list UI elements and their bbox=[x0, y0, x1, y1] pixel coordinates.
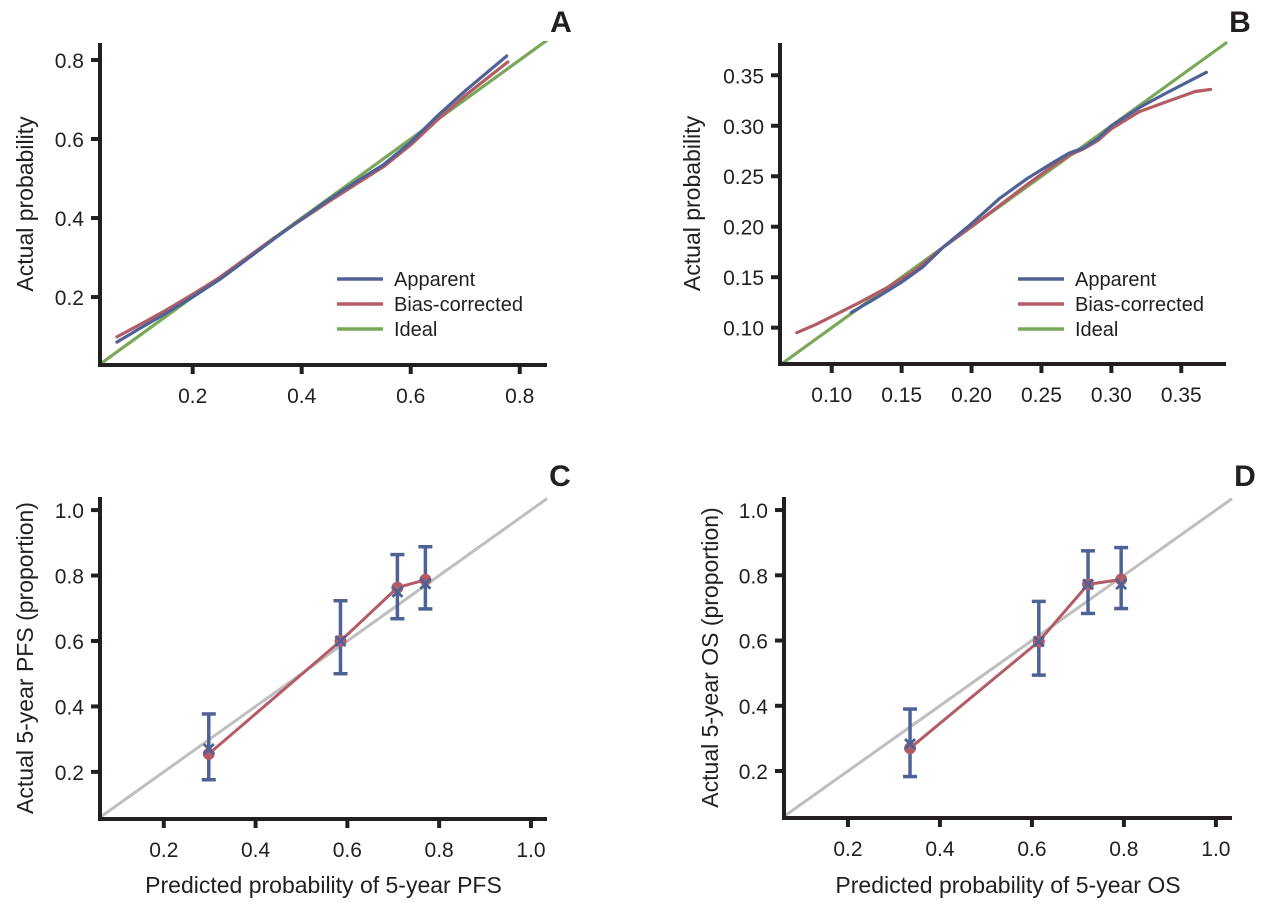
observed-point bbox=[419, 577, 432, 590]
x-tick-label: 1.0 bbox=[1201, 838, 1230, 861]
observed-x-stroke bbox=[334, 634, 347, 647]
y-axis-title: Actual 5-year PFS (proportion) bbox=[12, 502, 38, 814]
reference-line bbox=[784, 497, 1233, 818]
x-tick-label: 0.4 bbox=[241, 839, 271, 862]
x-tick-label: 0.6 bbox=[333, 839, 362, 862]
x-tick-label: 0.30 bbox=[1091, 384, 1132, 407]
y-axis-title: Actual 5-year OS (proportion) bbox=[697, 507, 723, 807]
bias-corrected-line bbox=[207, 578, 426, 756]
panel-d: D Predicted probability of 5-year OS 0.2 0.… bbox=[697, 460, 1256, 898]
x-tick-label: 0.10 bbox=[811, 384, 852, 407]
x-tick-label: 0.2 bbox=[178, 385, 207, 408]
plot-area bbox=[100, 497, 548, 819]
y-tick-label: 0.20 bbox=[723, 217, 764, 240]
x-tick-label: 0.2 bbox=[833, 838, 862, 861]
series-line-apparent bbox=[849, 70, 1209, 315]
y-tick-label: 0.4 bbox=[739, 696, 769, 719]
y-tick-label: 0.2 bbox=[55, 762, 84, 785]
x-tick-label: 0.25 bbox=[1021, 384, 1062, 407]
legend: Apparent Bias-corrected Ideal bbox=[1018, 269, 1204, 341]
x-tick-label: 0.2 bbox=[149, 839, 178, 862]
y-tick-label: 0.2 bbox=[739, 761, 768, 784]
legend-label-apparent: Apparent bbox=[1075, 269, 1157, 291]
x-tick-label: 0.6 bbox=[1017, 838, 1046, 861]
observed-x-stroke bbox=[904, 737, 917, 750]
x-tick-label: 0.6 bbox=[396, 385, 425, 408]
y-tick-label: 0.8 bbox=[739, 565, 768, 588]
observed-point bbox=[1082, 578, 1095, 591]
y-tick-label: 0.8 bbox=[55, 566, 84, 589]
y-tick-label: 0.8 bbox=[55, 50, 84, 73]
observed-point bbox=[1032, 635, 1045, 648]
y-tick-label: 0.30 bbox=[723, 116, 764, 139]
observed-point bbox=[1115, 578, 1128, 591]
x-tick-label: 0.8 bbox=[425, 839, 454, 862]
x-tick-label: 0.15 bbox=[881, 384, 922, 407]
panel-letter: A bbox=[550, 6, 572, 39]
y-tick-label: 0.4 bbox=[55, 696, 85, 719]
y-tick-label: 0.6 bbox=[55, 129, 84, 152]
bias-corrected-point bbox=[419, 573, 432, 586]
legend-label-bias-corrected: Bias-corrected bbox=[1075, 294, 1204, 316]
x-tick-label: 0.20 bbox=[951, 384, 992, 407]
y-tick-label: 0.2 bbox=[55, 287, 84, 310]
x-tick-label: 0.35 bbox=[1161, 384, 1202, 407]
x-tick-label: 1.0 bbox=[516, 839, 545, 862]
panel-letter: B bbox=[1229, 6, 1251, 39]
panel-c: C Predicted probability of 5-year PFS 0.2 0… bbox=[12, 460, 571, 898]
bias-corrected-line bbox=[909, 578, 1122, 750]
observed-point bbox=[334, 634, 347, 647]
x-tick-label: 0.8 bbox=[1109, 838, 1138, 861]
x-tick-label: 0.4 bbox=[287, 385, 317, 408]
legend: Apparent Bias-corrected Ideal bbox=[337, 269, 523, 341]
reference-line bbox=[100, 497, 548, 819]
observed-x-stroke bbox=[202, 742, 215, 755]
observed-x-stroke bbox=[1115, 578, 1128, 591]
y-axis-title: Actual probability bbox=[679, 115, 705, 291]
y-tick-label: 0.6 bbox=[739, 631, 768, 654]
plot-area bbox=[780, 41, 1228, 364]
panel-letter: C bbox=[549, 460, 571, 493]
x-tick-label: 0.4 bbox=[925, 838, 955, 861]
panel-b: B Apparent Bias-corrected Ideal 0.10 0.15 0.20… bbox=[679, 6, 1251, 407]
y-tick-label: 1.0 bbox=[739, 500, 768, 523]
plot-area bbox=[784, 497, 1233, 818]
y-axis-title: Actual probability bbox=[12, 116, 38, 292]
legend-label-ideal: Ideal bbox=[1075, 319, 1118, 341]
observed-x-stroke bbox=[391, 585, 404, 598]
x-tick-label: 0.8 bbox=[505, 385, 534, 408]
legend-label-ideal: Ideal bbox=[394, 319, 437, 341]
x-axis-title: Predicted probability of 5-year OS bbox=[835, 872, 1180, 898]
y-tick-label: 0.6 bbox=[55, 631, 84, 654]
y-tick-label: 0.10 bbox=[723, 318, 764, 341]
observed-point bbox=[904, 737, 917, 750]
y-tick-label: 0.25 bbox=[723, 166, 764, 189]
observed-x-stroke bbox=[1082, 578, 1095, 591]
series-line-apparent bbox=[115, 54, 509, 344]
x-axis-title: Predicted probability of 5-year PFS bbox=[145, 872, 502, 898]
observed-x-stroke bbox=[1032, 635, 1045, 648]
observed-x-stroke bbox=[419, 577, 432, 590]
y-tick-label: 0.4 bbox=[55, 208, 85, 231]
observed-point bbox=[391, 585, 404, 598]
legend-label-apparent: Apparent bbox=[394, 269, 476, 291]
y-tick-label: 0.15 bbox=[723, 267, 764, 290]
series-line-bias-corrected bbox=[795, 87, 1213, 335]
legend-label-bias-corrected: Bias-corrected bbox=[394, 294, 523, 316]
panel-letter: D bbox=[1234, 460, 1256, 493]
y-tick-label: 1.0 bbox=[55, 500, 84, 523]
y-tick-label: 0.35 bbox=[723, 65, 764, 88]
error-bar bbox=[201, 712, 216, 782]
observed-point bbox=[202, 742, 215, 755]
plot-area bbox=[100, 41, 549, 365]
panel-a: A Apparent Bias-corrected Ideal 0.2 0.4 0.6 0.8… bbox=[12, 6, 572, 408]
